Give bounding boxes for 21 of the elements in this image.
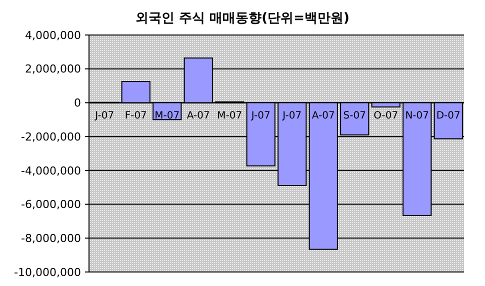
x-tick-label: M-07: [154, 110, 180, 122]
y-tick-label: -10,000,000: [14, 266, 81, 279]
y-tick-label: -6,000,000: [21, 198, 81, 212]
y-tick-label: -8,000,000: [21, 232, 81, 245]
x-tick-label: A-07: [186, 110, 210, 122]
y-tick-label: 0: [74, 96, 81, 110]
y-tick-label: -2,000,000: [21, 130, 81, 144]
x-tick-label: M-07: [217, 110, 242, 122]
x-tick-label: D-07: [436, 110, 460, 122]
x-tick-label: O-07: [374, 110, 398, 122]
x-tick-label: J-07: [250, 110, 270, 122]
x-tick-label: N-07: [405, 110, 430, 122]
y-tick-label: 4,000,000: [25, 28, 81, 42]
x-tick-label: J-07: [282, 110, 302, 122]
y-tick-label: 2,000,000: [25, 62, 81, 76]
x-tick-label: F-07: [124, 110, 147, 122]
x-tick-label: A-07: [312, 110, 335, 122]
x-tick-label: S-07: [343, 110, 366, 122]
y-tick-label: -4,000,000: [21, 164, 81, 178]
x-tick-label: J-07: [94, 110, 114, 122]
chart-title: 외국인 주식 매매동향(단위=백만원): [136, 11, 350, 26]
